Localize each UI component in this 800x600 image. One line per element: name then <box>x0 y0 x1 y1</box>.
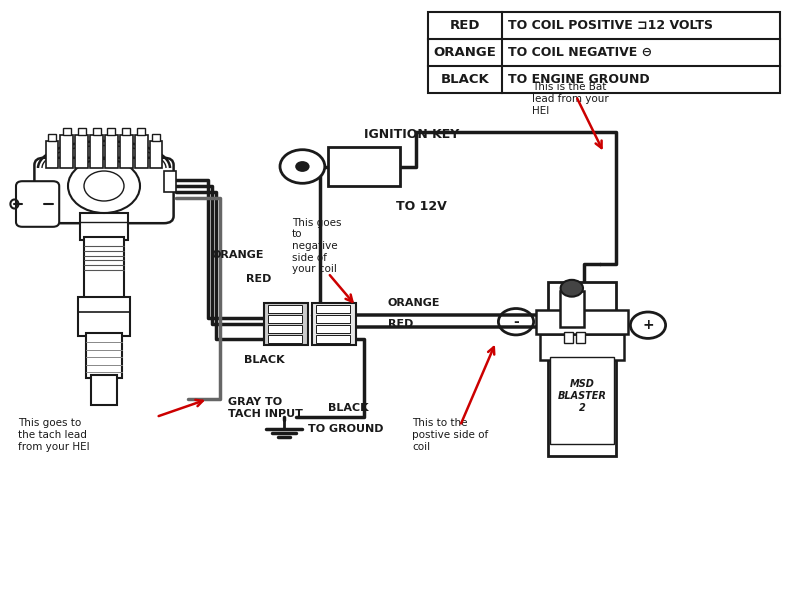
Bar <box>268 335 302 343</box>
Bar <box>93 128 101 135</box>
Bar <box>316 325 350 332</box>
Bar <box>80 213 128 240</box>
Text: BLACK: BLACK <box>244 355 285 365</box>
Bar <box>48 134 56 141</box>
Bar <box>312 303 356 345</box>
Bar <box>120 135 133 168</box>
Bar <box>86 333 122 378</box>
Text: TO COIL POSITIVE ⊐12 VOLTS: TO COIL POSITIVE ⊐12 VOLTS <box>508 19 714 32</box>
Bar <box>164 171 176 192</box>
Bar <box>152 134 160 141</box>
Bar <box>328 147 400 186</box>
Text: TO GROUND: TO GROUND <box>308 424 383 434</box>
Text: ORANGE: ORANGE <box>212 250 265 260</box>
Bar <box>46 141 58 168</box>
Bar <box>137 128 145 135</box>
Bar <box>78 128 86 135</box>
Bar <box>61 135 74 168</box>
Bar <box>78 297 130 336</box>
Bar <box>316 316 350 323</box>
Bar <box>428 12 780 93</box>
Bar <box>540 334 624 360</box>
Bar <box>550 357 614 444</box>
Text: -: - <box>513 315 519 329</box>
Circle shape <box>68 159 140 213</box>
Bar <box>536 310 628 334</box>
FancyBboxPatch shape <box>34 158 174 223</box>
Bar <box>91 375 117 405</box>
Circle shape <box>561 280 583 296</box>
FancyBboxPatch shape <box>16 181 59 227</box>
Bar <box>264 303 308 345</box>
Bar <box>107 128 115 135</box>
Text: This is the Bat
lead from your
HEI: This is the Bat lead from your HEI <box>532 82 609 116</box>
Bar <box>63 128 71 135</box>
Text: This to the
postive side of
coil: This to the postive side of coil <box>412 418 488 452</box>
Text: ORANGE: ORANGE <box>434 46 496 59</box>
Bar <box>268 325 302 332</box>
Bar <box>268 316 302 323</box>
Bar <box>75 135 88 168</box>
Bar <box>316 305 350 313</box>
Text: BLACK: BLACK <box>441 73 490 86</box>
Bar <box>150 141 162 168</box>
Bar <box>564 332 574 343</box>
Bar <box>560 291 584 327</box>
Text: MSD
BLASTER
2: MSD BLASTER 2 <box>558 379 606 413</box>
Text: TO ENGINE GROUND: TO ENGINE GROUND <box>508 73 650 86</box>
Bar <box>90 135 103 168</box>
Circle shape <box>295 161 310 172</box>
Bar <box>576 332 586 343</box>
Text: TO COIL NEGATIVE ⊖: TO COIL NEGATIVE ⊖ <box>508 46 653 59</box>
Text: This goes
to
negative
side of
your coil: This goes to negative side of your coil <box>292 218 342 274</box>
Bar <box>134 135 147 168</box>
Text: RED: RED <box>388 319 414 329</box>
Text: TO 12V: TO 12V <box>396 200 446 214</box>
Circle shape <box>280 150 325 184</box>
Bar <box>84 237 124 300</box>
Text: RED: RED <box>246 274 272 284</box>
Text: GRAY TO
TACH INPUT: GRAY TO TACH INPUT <box>228 397 303 419</box>
Text: BLACK: BLACK <box>328 403 369 413</box>
Text: ORANGE: ORANGE <box>388 298 441 308</box>
Text: This goes to
the tach lead
from your HEI: This goes to the tach lead from your HEI <box>18 418 90 452</box>
Bar <box>268 305 302 313</box>
Text: IGNITION KEY: IGNITION KEY <box>364 128 459 142</box>
Bar <box>105 135 118 168</box>
Bar <box>122 128 130 135</box>
Bar <box>548 282 616 456</box>
Text: +: + <box>642 318 654 332</box>
Text: RED: RED <box>450 19 480 32</box>
Bar <box>316 335 350 343</box>
